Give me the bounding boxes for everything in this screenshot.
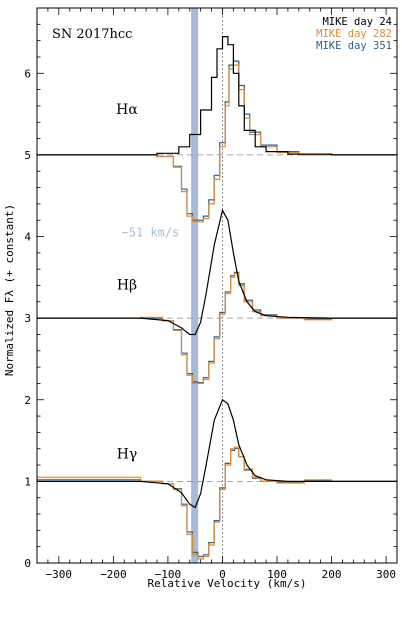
legend-item-day351: MIKE day 351 xyxy=(316,40,392,52)
y-tick-label-2: 2 xyxy=(24,394,31,407)
chart-title: SN 2017hcc xyxy=(52,27,132,42)
y-tick-label-1: 1 xyxy=(24,475,31,488)
series-line-2-2 xyxy=(37,398,397,509)
y-tick-label-4: 4 xyxy=(24,231,31,244)
series-line-0-1 xyxy=(37,64,397,223)
y-axis-label: Normalized Fλ (+ constant) xyxy=(3,204,16,376)
absorption-band xyxy=(191,8,199,563)
series-line-0-2 xyxy=(37,36,397,156)
legend: MIKE day 24 MIKE day 282 MIKE day 351 xyxy=(316,16,392,52)
x-tick-label-4: 100 xyxy=(267,568,287,581)
line-label-2: Hγ xyxy=(117,447,138,463)
legend-item-day24: MIKE day 24 xyxy=(322,16,392,28)
y-tick-label-5: 5 xyxy=(24,149,31,162)
y-tick-label-0: 0 xyxy=(24,557,31,570)
legend-item-day282: MIKE day 282 xyxy=(316,28,392,40)
y-tick-label-6: 6 xyxy=(24,67,31,80)
line-label-1: Hβ xyxy=(117,278,137,294)
x-tick-label-5: 200 xyxy=(322,568,342,581)
x-tick-label-1: −200 xyxy=(100,568,127,581)
plot-layer: Hα Hβ Hγ −300 −200 −100 0 100 200 300 0 1 2 3 4 5 6 xyxy=(24,7,398,581)
x-axis-label: Relative Velocity (km/s) xyxy=(148,577,307,590)
x-tick-label-2: −100 xyxy=(155,568,182,581)
series-line-1-1 xyxy=(37,272,397,384)
x-tick-label-6: 300 xyxy=(376,568,396,581)
velocity-annotation: −51 km/s xyxy=(122,226,180,240)
line-label-0: Hα xyxy=(116,102,138,118)
x-tick-label-0: −300 xyxy=(46,568,73,581)
series-line-1-2 xyxy=(37,208,397,336)
x-tick-label-3: 0 xyxy=(219,568,226,581)
y-tick-label-3: 3 xyxy=(24,312,31,325)
